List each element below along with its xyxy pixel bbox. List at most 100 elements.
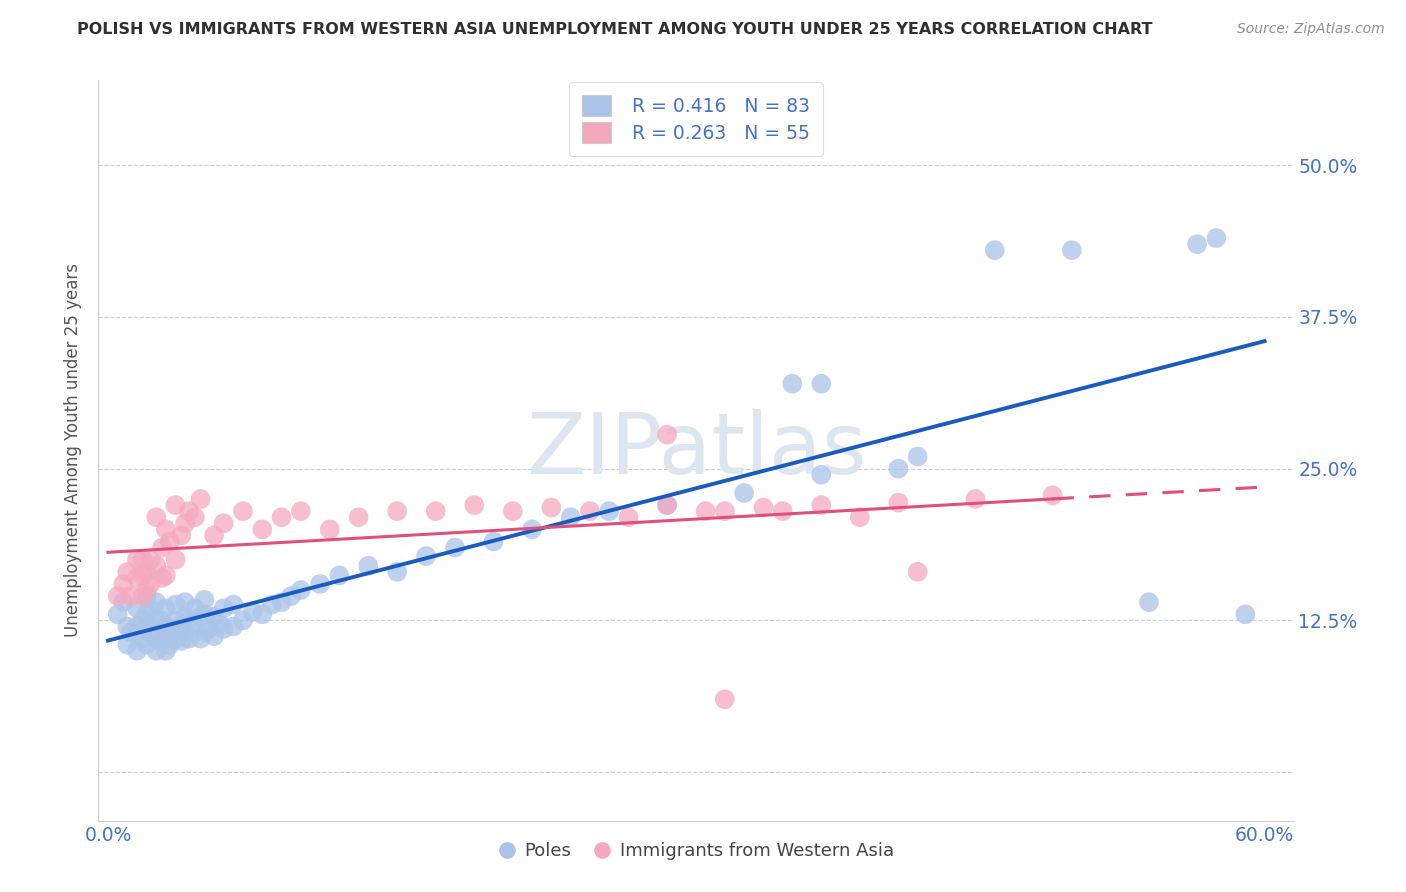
Point: [135, 582, 157, 597]
Point: [197, 622, 219, 636]
Point: [174, 625, 197, 640]
Text: Source: ZipAtlas.com: Source: ZipAtlas.com: [1237, 22, 1385, 37]
Point: [252, 522, 274, 536]
Point: [135, 607, 157, 622]
Point: [984, 243, 1007, 257]
Point: [132, 589, 155, 603]
Point: [135, 638, 157, 652]
Point: [290, 504, 312, 518]
Point: [159, 534, 181, 549]
Point: [212, 516, 235, 531]
Point: [193, 607, 215, 622]
Point: [222, 619, 245, 633]
Point: [385, 504, 409, 518]
Point: [290, 582, 312, 597]
Point: [810, 498, 832, 512]
Point: [165, 598, 187, 612]
Point: [159, 638, 181, 652]
Point: [145, 632, 167, 646]
Point: [155, 568, 177, 582]
Point: [193, 592, 215, 607]
Point: [135, 619, 157, 633]
Point: [444, 541, 467, 555]
Point: [170, 634, 193, 648]
Point: [202, 609, 225, 624]
Point: [810, 467, 832, 482]
Point: [907, 450, 929, 464]
Point: [165, 632, 187, 646]
Text: ZIPatlas: ZIPatlas: [526, 409, 866, 492]
Point: [177, 632, 200, 646]
Point: [107, 589, 129, 603]
Point: [782, 376, 804, 391]
Point: [270, 595, 292, 609]
Point: [117, 619, 139, 633]
Point: [232, 504, 254, 518]
Point: [117, 638, 139, 652]
Point: [150, 571, 173, 585]
Point: [714, 504, 737, 518]
Point: [184, 619, 207, 633]
Point: [695, 504, 717, 518]
Point: [150, 541, 173, 555]
Point: [232, 613, 254, 627]
Point: [193, 625, 215, 640]
Point: [165, 613, 187, 627]
Point: [309, 577, 332, 591]
Point: [242, 605, 264, 619]
Point: [560, 510, 582, 524]
Point: [139, 625, 162, 640]
Point: [120, 625, 142, 640]
Point: [135, 565, 157, 579]
Point: [347, 510, 370, 524]
Point: [319, 522, 342, 536]
Point: [520, 522, 543, 536]
Point: [212, 622, 235, 636]
Point: [155, 619, 177, 633]
Point: [202, 629, 225, 643]
Point: [132, 632, 155, 646]
Point: [1234, 607, 1257, 622]
Point: [1137, 595, 1160, 609]
Point: [655, 427, 678, 442]
Point: [155, 522, 177, 536]
Point: [190, 491, 212, 506]
Point: [145, 558, 167, 573]
Point: [502, 504, 524, 518]
Point: [184, 601, 207, 615]
Point: [222, 598, 245, 612]
Point: [463, 498, 485, 512]
Point: [120, 589, 142, 603]
Point: [1042, 488, 1064, 502]
Point: [150, 613, 173, 627]
Point: [150, 634, 173, 648]
Point: [733, 486, 755, 500]
Point: [540, 500, 562, 515]
Point: [145, 644, 167, 658]
Point: [177, 613, 200, 627]
Point: [125, 619, 148, 633]
Point: [170, 619, 193, 633]
Point: [139, 577, 162, 591]
Point: [579, 504, 602, 518]
Point: [139, 552, 162, 566]
Point: [655, 498, 678, 512]
Text: POLISH VS IMMIGRANTS FROM WESTERN ASIA UNEMPLOYMENT AMONG YOUTH UNDER 25 YEARS C: POLISH VS IMMIGRANTS FROM WESTERN ASIA U…: [77, 22, 1153, 37]
Point: [155, 629, 177, 643]
Point: [165, 498, 187, 512]
Point: [139, 601, 162, 615]
Point: [155, 644, 177, 658]
Point: [655, 498, 678, 512]
Point: [132, 552, 155, 566]
Point: [425, 504, 447, 518]
Point: [155, 601, 177, 615]
Point: [415, 549, 437, 563]
Point: [252, 607, 274, 622]
Point: [1060, 243, 1083, 257]
Point: [907, 565, 929, 579]
Point: [174, 609, 197, 624]
Point: [159, 622, 181, 636]
Point: [328, 568, 350, 582]
Point: [145, 510, 167, 524]
Point: [117, 565, 139, 579]
